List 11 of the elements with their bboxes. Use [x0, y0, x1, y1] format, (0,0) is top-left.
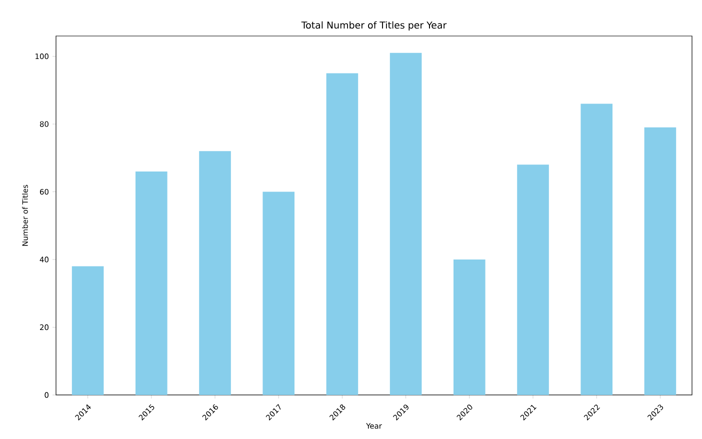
bar — [136, 171, 168, 395]
bar — [390, 52, 422, 395]
bar — [326, 73, 358, 395]
bar — [72, 266, 104, 395]
bar — [580, 104, 613, 395]
bar — [199, 151, 231, 395]
bar — [262, 192, 295, 395]
bar — [517, 164, 549, 395]
bar — [644, 127, 676, 395]
chart-title: Total Number of Titles per Year — [301, 21, 447, 30]
bar — [454, 260, 486, 395]
